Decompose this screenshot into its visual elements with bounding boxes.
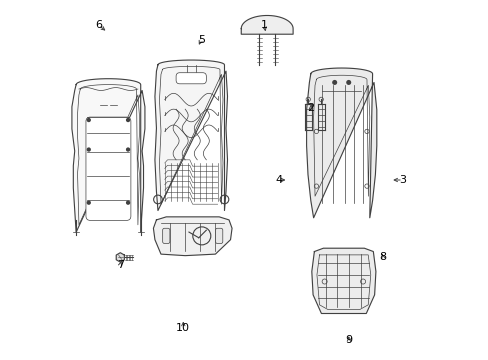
Text: 6: 6 [95,20,102,30]
Polygon shape [72,79,144,232]
Text: 5: 5 [197,35,204,45]
Text: 7: 7 [117,260,123,270]
Text: 2: 2 [307,103,314,113]
Circle shape [86,201,91,205]
Polygon shape [311,248,375,314]
Text: 8: 8 [379,252,386,262]
Polygon shape [155,60,227,211]
Circle shape [331,80,337,85]
Text: 9: 9 [345,335,352,345]
Polygon shape [241,15,292,34]
Circle shape [86,118,91,122]
FancyBboxPatch shape [215,228,223,243]
Text: 10: 10 [176,323,190,333]
FancyBboxPatch shape [176,73,206,84]
Circle shape [346,80,350,85]
FancyBboxPatch shape [86,117,131,220]
Text: 1: 1 [260,20,267,30]
Polygon shape [153,217,232,256]
Text: 3: 3 [399,175,406,185]
Text: 4: 4 [275,175,282,185]
Polygon shape [306,68,376,218]
Circle shape [86,147,91,152]
FancyBboxPatch shape [163,228,169,243]
Circle shape [125,147,130,152]
Circle shape [125,118,130,122]
Polygon shape [116,253,124,262]
Circle shape [125,201,130,205]
